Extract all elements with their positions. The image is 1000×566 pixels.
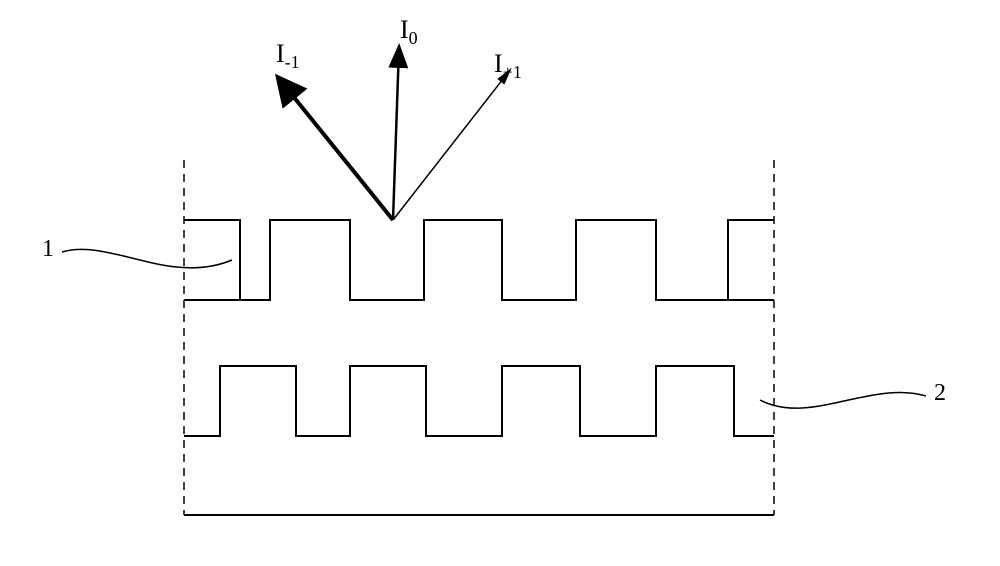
marker-label-2: 2 bbox=[934, 380, 946, 407]
grating-layer-2 bbox=[184, 366, 774, 436]
pointer-curve-1 bbox=[62, 249, 232, 267]
arrow-i-plus1 bbox=[393, 70, 510, 220]
arrow-i-zero bbox=[393, 48, 399, 220]
label-i-minus1: I-1 bbox=[276, 39, 300, 72]
pointer-curve-2 bbox=[760, 393, 926, 409]
label-i-zero: I0 bbox=[400, 15, 418, 48]
label-i-plus1: I+1 bbox=[494, 49, 522, 82]
arrow-i-minus1 bbox=[280, 80, 393, 220]
grating-diagram: I-1 I0 I+1 1 2 bbox=[0, 0, 1000, 561]
diagram-svg: I-1 I0 I+1 bbox=[0, 0, 1000, 561]
grating-layer-1 bbox=[184, 220, 774, 300]
marker-label-1: 1 bbox=[42, 236, 54, 263]
